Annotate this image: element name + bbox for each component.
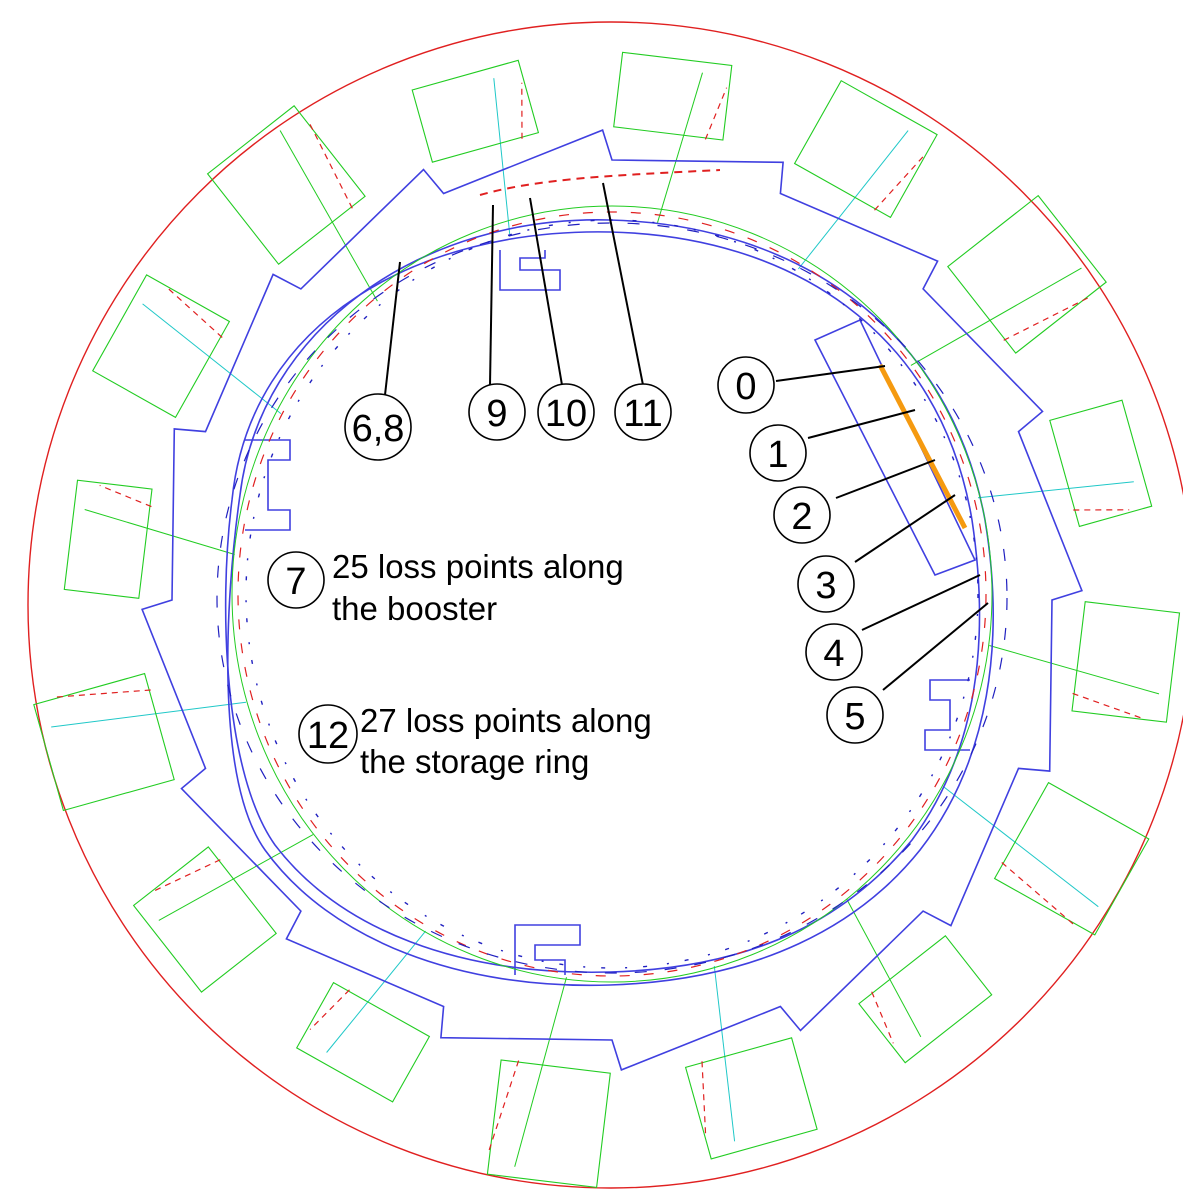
beamline-ray bbox=[714, 966, 734, 1141]
beamline-components bbox=[166, 287, 222, 338]
transfer-lines bbox=[55, 83, 1144, 1152]
zone-outline bbox=[64, 480, 152, 598]
zone-outline bbox=[412, 60, 538, 162]
beamline-ray bbox=[658, 73, 703, 223]
zone-outline bbox=[686, 1038, 818, 1159]
marker-1-label: 1 bbox=[767, 434, 788, 476]
beamline-ray bbox=[159, 835, 313, 921]
transfer-line bbox=[480, 170, 720, 195]
beamline-components bbox=[702, 1061, 706, 1137]
zone-outline bbox=[297, 983, 430, 1102]
beamline-components bbox=[310, 990, 349, 1030]
marker-9-label: 9 bbox=[486, 393, 507, 435]
beamline-components bbox=[1004, 297, 1089, 340]
beamline-ray bbox=[911, 268, 1082, 365]
marker-2: 2 bbox=[774, 487, 830, 543]
beamline-ray bbox=[51, 702, 246, 727]
beamline-components bbox=[309, 123, 352, 208]
beamline-ray bbox=[847, 899, 921, 1037]
zone-outline bbox=[134, 847, 277, 992]
marker-1: 1 bbox=[750, 425, 806, 481]
zone-outline bbox=[1050, 400, 1152, 526]
marker-3-label: 3 bbox=[815, 565, 836, 607]
beamline-ray bbox=[515, 977, 567, 1166]
beamline-ray bbox=[85, 510, 235, 555]
marker-7: 7 bbox=[268, 552, 324, 608]
service-bay-east bbox=[925, 680, 970, 750]
beamline-components bbox=[489, 1061, 519, 1152]
service-bay-west bbox=[245, 440, 290, 530]
marker-12-label: 12 bbox=[307, 715, 349, 757]
beamline-components bbox=[872, 992, 894, 1044]
ring-note-line1: 27 loss points along bbox=[360, 702, 652, 739]
beamline-ray bbox=[280, 131, 377, 302]
zone-outline bbox=[795, 81, 938, 218]
zone-outline bbox=[948, 196, 1106, 354]
marker-10-label: 10 bbox=[545, 393, 587, 435]
marker-11: 11 bbox=[615, 384, 671, 440]
marker-12: 12 bbox=[299, 705, 357, 763]
marker-10: 10 bbox=[538, 384, 594, 440]
beamline-components bbox=[875, 154, 926, 210]
marker-9: 9 bbox=[469, 384, 525, 440]
beamline-ray bbox=[494, 78, 510, 234]
zone-outline bbox=[93, 275, 230, 418]
marker-0: 0 bbox=[718, 357, 774, 413]
zone-outline bbox=[487, 1060, 610, 1187]
beamline-components bbox=[55, 690, 150, 697]
beamline-ray bbox=[978, 482, 1134, 498]
zone-outline bbox=[34, 674, 174, 811]
marker-7-label: 7 bbox=[285, 561, 306, 603]
marker-4: 4 bbox=[806, 624, 862, 680]
beamline-components bbox=[1002, 863, 1074, 925]
booster-note-line1: 25 loss points along bbox=[332, 548, 624, 585]
marker-2-label: 2 bbox=[791, 496, 812, 538]
zone-outline bbox=[995, 783, 1149, 935]
zone-outline bbox=[1072, 602, 1180, 723]
linac-tunnel bbox=[815, 320, 975, 575]
zone-outline bbox=[208, 106, 366, 264]
marker-5: 5 bbox=[827, 687, 883, 743]
beamline-ray bbox=[143, 304, 281, 414]
marker-5-label: 5 bbox=[844, 696, 865, 738]
marker-3: 3 bbox=[798, 556, 854, 612]
marker-6-8: 6,8 bbox=[345, 394, 411, 460]
service-bay-north bbox=[500, 250, 560, 290]
marker-4-label: 4 bbox=[823, 633, 844, 675]
marker-0-label: 0 bbox=[735, 366, 756, 408]
ring-note-line2: the storage ring bbox=[360, 743, 589, 780]
booster-note-line2: the booster bbox=[332, 590, 497, 627]
zone-outline bbox=[614, 52, 732, 140]
beamline-ray bbox=[798, 131, 908, 269]
marker-11-label: 11 bbox=[623, 393, 662, 435]
marker-6-8-label: 6,8 bbox=[352, 408, 405, 450]
beamline-ray bbox=[989, 646, 1159, 694]
